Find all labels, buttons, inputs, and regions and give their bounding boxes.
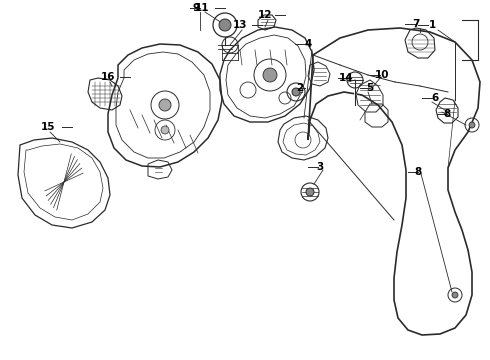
Circle shape [159, 99, 171, 111]
Text: 1: 1 [428, 20, 436, 30]
Text: 12: 12 [258, 10, 272, 20]
Circle shape [161, 126, 169, 134]
Circle shape [263, 68, 277, 82]
Text: 10: 10 [375, 70, 389, 80]
Text: 16: 16 [101, 72, 115, 82]
Text: 7: 7 [412, 19, 420, 29]
Circle shape [469, 122, 475, 128]
Text: 4: 4 [304, 39, 312, 49]
Text: 8: 8 [415, 167, 421, 177]
Text: 3: 3 [317, 162, 323, 172]
Text: 9: 9 [193, 3, 199, 13]
Text: 8: 8 [443, 109, 451, 119]
Text: 15: 15 [41, 122, 55, 132]
Circle shape [452, 292, 458, 298]
Circle shape [306, 188, 314, 196]
Text: 6: 6 [431, 93, 439, 103]
Text: 11: 11 [195, 3, 209, 13]
Circle shape [292, 88, 300, 96]
Text: 5: 5 [367, 83, 373, 93]
Text: 14: 14 [339, 73, 353, 83]
Text: 2: 2 [296, 83, 304, 93]
Text: 13: 13 [233, 20, 247, 30]
Circle shape [219, 19, 231, 31]
